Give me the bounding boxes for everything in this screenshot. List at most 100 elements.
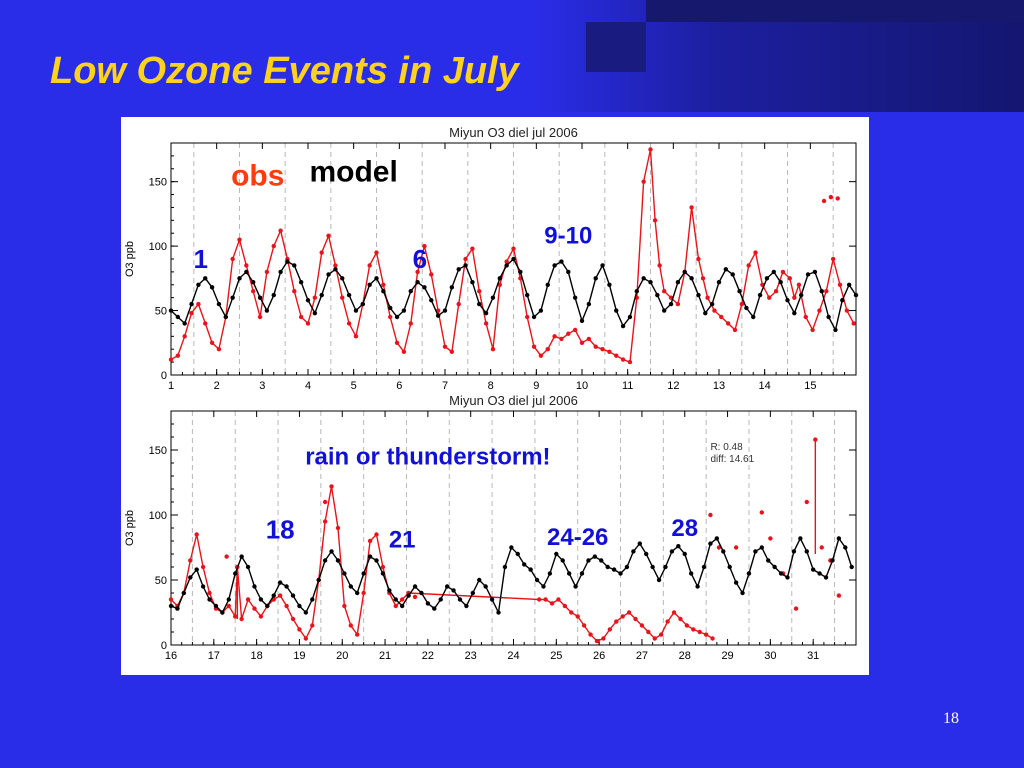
chart2-model-point — [566, 571, 572, 576]
chart2-y-axis-label: O3 ppb — [124, 510, 136, 546]
chart1-obs-point — [497, 282, 502, 287]
chart1-model-point — [641, 276, 646, 281]
chart1-y-tick-label: 50 — [155, 306, 167, 318]
chart1-obs-point — [648, 147, 653, 152]
chart2-series-model — [168, 536, 854, 615]
chart1-obs-point — [305, 321, 311, 326]
chart2-obs-point — [258, 614, 264, 619]
chart1-model-point — [737, 289, 742, 294]
chart1-x-tick-label: 5 — [351, 380, 357, 392]
chart1-model-point — [422, 285, 427, 290]
chart1-obs-point — [566, 331, 571, 336]
chart2-model-point — [342, 571, 347, 576]
chart1-obs-point — [725, 321, 731, 326]
chart1-model-point — [305, 298, 311, 303]
chart2-model-point — [265, 603, 270, 609]
chart1-obs-point — [470, 246, 475, 251]
chart2-obs-point — [277, 593, 283, 598]
chart2-obs-point — [633, 616, 638, 622]
chart1-x-tick-label: 8 — [488, 380, 494, 392]
chart2-model-point — [695, 584, 700, 589]
chart2-x-tick-label: 20 — [336, 650, 348, 662]
chart1-model-point — [312, 310, 318, 316]
chart2-model-point — [258, 597, 264, 602]
chart2-annotation: rain or thunderstorm! — [305, 443, 550, 470]
chart1-model-point — [614, 308, 619, 313]
chart1-model-point — [552, 263, 557, 268]
chart2-model-point — [823, 575, 829, 580]
chart2-obs-point — [335, 525, 341, 531]
chart1-y-axis-label: O3 ppb — [124, 241, 136, 277]
chart1-obs-point — [326, 233, 331, 238]
chart1-model-point — [388, 305, 393, 311]
chart2-model-point — [457, 597, 463, 602]
chart1-obs-point — [844, 308, 850, 313]
chart1-obs-point — [408, 321, 413, 326]
chart1-model-point — [429, 298, 434, 303]
chart1-model-point — [799, 292, 804, 298]
chart2-model-point — [624, 564, 630, 570]
chart2-obs-point — [393, 603, 398, 609]
chart1-obs-point — [333, 263, 338, 268]
chart2-model-point — [168, 603, 174, 609]
chart1-annotation: 6 — [413, 244, 427, 274]
chart2-model-point — [509, 545, 514, 550]
chart1-obs-point — [531, 344, 537, 349]
title-banner — [0, 0, 1024, 112]
chart1-x-tick-label: 12 — [667, 380, 679, 392]
chart2-model-point — [355, 590, 360, 596]
chart1-obs-point — [251, 289, 256, 294]
chart1-model-point — [449, 285, 455, 290]
chart2-obs-point — [284, 603, 289, 609]
chart1-model-point — [730, 272, 735, 277]
chart2-obs-point — [620, 614, 625, 619]
chart1-obs-point — [689, 205, 694, 210]
chart2-obs-point — [697, 629, 702, 635]
chart1-model-point — [668, 301, 674, 307]
chart2-model-point — [810, 567, 816, 572]
chart2-model-point — [522, 562, 527, 567]
chart1-obs-point — [700, 276, 706, 281]
chart1-obs-point — [298, 314, 304, 320]
chart1-obs-point — [712, 308, 717, 313]
chart2-obs-point — [684, 623, 690, 628]
chart1-model-point — [607, 282, 612, 287]
chart1-model-point — [771, 269, 776, 275]
chart1-annotation: obs — [231, 160, 284, 193]
chart2-y-tick-label: 50 — [155, 575, 167, 587]
chart1-obs-point — [830, 256, 836, 262]
chart1-model-point — [840, 298, 845, 303]
chart1-obs-point — [189, 310, 194, 316]
chart1-model-point — [182, 321, 187, 326]
chart1-model-point — [709, 301, 715, 307]
chart2-obs-point — [733, 545, 739, 550]
chart1-model-point — [600, 263, 605, 268]
chart1-obs-point — [175, 353, 181, 358]
chart2-model-point — [322, 558, 328, 563]
chart2-obs-point — [804, 499, 809, 505]
chart2-model-point — [329, 549, 334, 554]
chart2-obs-point — [224, 554, 229, 559]
chart2-model-point — [843, 545, 848, 550]
chart1-model-point — [531, 314, 537, 320]
chart2-model-point — [464, 603, 469, 609]
chart2-obs-point — [367, 538, 373, 544]
chart2-model-point — [335, 558, 341, 563]
chart1-obs-point — [773, 289, 779, 294]
chart1-model-point — [757, 292, 763, 298]
chart1-x-tick-label: 2 — [214, 380, 220, 392]
chart2-annotation: 28 — [671, 515, 698, 542]
chart1-model-point — [203, 276, 208, 281]
chart1-obs-point — [216, 347, 222, 352]
chart2-model-point — [804, 549, 809, 554]
chart2-obs-point — [412, 594, 418, 600]
chart1-series-model — [168, 256, 859, 333]
chart1-obs-point — [422, 243, 427, 249]
chart2-x-tick-label: 26 — [593, 650, 605, 662]
chart2-model-point — [592, 554, 598, 559]
chart2-x-tick-label: 24 — [507, 650, 519, 662]
chart1-obs-point — [209, 340, 215, 345]
chart1-obs-point — [429, 272, 434, 277]
chart2-model-point — [772, 564, 777, 570]
